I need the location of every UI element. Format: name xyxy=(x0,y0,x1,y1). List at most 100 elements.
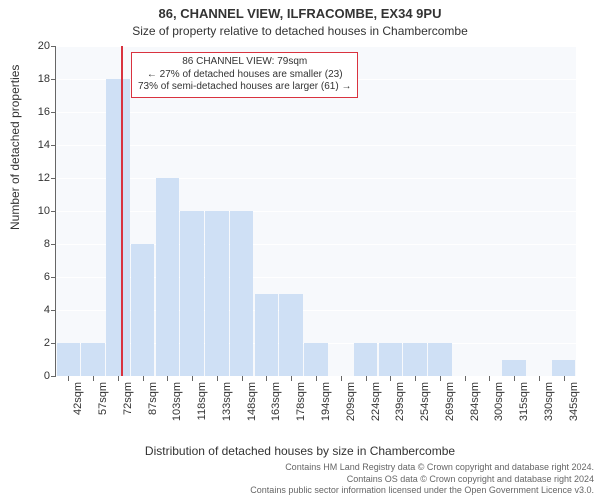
ytick-label: 2 xyxy=(44,337,50,349)
histogram-bar xyxy=(57,343,81,376)
y-axis-label: Number of detached properties xyxy=(8,65,22,230)
xtick-mark xyxy=(291,376,292,381)
plot-area: 0246810121416182042sqm57sqm72sqm87sqm103… xyxy=(55,46,576,377)
ytick-mark xyxy=(51,112,56,113)
ytick-mark xyxy=(51,244,56,245)
xtick-mark xyxy=(192,376,193,381)
xtick-label: 284sqm xyxy=(469,382,481,421)
histogram-bar xyxy=(304,343,328,376)
histogram-bar xyxy=(255,294,279,377)
histogram-bar xyxy=(502,360,526,377)
xtick-label: 42sqm xyxy=(72,382,84,415)
annotation-line: 73% of semi-detached houses are larger (… xyxy=(138,81,351,94)
ytick-label: 16 xyxy=(38,106,50,118)
footer-line: Contains OS data © Crown copyright and d… xyxy=(250,474,594,485)
xtick-mark xyxy=(514,376,515,381)
gridline xyxy=(56,178,576,179)
histogram-bar xyxy=(354,343,378,376)
xtick-mark xyxy=(489,376,490,381)
xtick-label: 148sqm xyxy=(246,382,258,421)
ytick-mark xyxy=(51,178,56,179)
histogram-bar xyxy=(552,360,576,377)
xtick-mark xyxy=(266,376,267,381)
chart-subtitle: Size of property relative to detached ho… xyxy=(0,24,600,38)
xtick-mark xyxy=(143,376,144,381)
xtick-label: 118sqm xyxy=(196,382,208,420)
xtick-label: 315sqm xyxy=(518,382,530,421)
xtick-mark xyxy=(465,376,466,381)
histogram-bar xyxy=(81,343,105,376)
xtick-label: 224sqm xyxy=(370,382,382,421)
histogram-bar xyxy=(205,211,229,376)
ytick-mark xyxy=(51,46,56,47)
xtick-mark xyxy=(390,376,391,381)
xtick-label: 72sqm xyxy=(122,382,134,415)
xtick-mark xyxy=(242,376,243,381)
xtick-label: 254sqm xyxy=(419,382,431,421)
xtick-label: 163sqm xyxy=(270,382,282,421)
ytick-label: 8 xyxy=(44,238,50,250)
ytick-mark xyxy=(51,343,56,344)
chart-title: 86, CHANNEL VIEW, ILFRACOMBE, EX34 9PU xyxy=(0,6,600,21)
xtick-mark xyxy=(564,376,565,381)
xtick-label: 103sqm xyxy=(171,382,183,421)
chart-container: 86, CHANNEL VIEW, ILFRACOMBE, EX34 9PU S… xyxy=(0,0,600,500)
gridline xyxy=(56,211,576,212)
xtick-label: 133sqm xyxy=(221,382,233,421)
xtick-mark xyxy=(93,376,94,381)
xtick-label: 269sqm xyxy=(444,382,456,421)
xtick-label: 178sqm xyxy=(295,382,307,421)
ytick-mark xyxy=(51,145,56,146)
xtick-label: 300sqm xyxy=(493,382,505,421)
histogram-bar xyxy=(279,294,303,377)
xtick-mark xyxy=(415,376,416,381)
ytick-mark xyxy=(51,211,56,212)
histogram-bar xyxy=(156,178,180,376)
xtick-mark xyxy=(316,376,317,381)
xtick-mark xyxy=(118,376,119,381)
xtick-label: 345sqm xyxy=(568,382,580,421)
xtick-mark xyxy=(440,376,441,381)
annotation-line: ← 27% of detached houses are smaller (23… xyxy=(138,69,351,82)
xtick-label: 87sqm xyxy=(147,382,159,415)
gridline xyxy=(56,145,576,146)
xtick-mark xyxy=(341,376,342,381)
histogram-bar xyxy=(379,343,403,376)
ytick-label: 18 xyxy=(38,73,50,85)
xtick-label: 57sqm xyxy=(97,382,109,415)
footer-line: Contains public sector information licen… xyxy=(250,485,594,496)
histogram-bar xyxy=(428,343,452,376)
gridline xyxy=(56,46,576,47)
annotation-line: 86 CHANNEL VIEW: 79sqm xyxy=(138,56,351,69)
marker-annotation: 86 CHANNEL VIEW: 79sqm← 27% of detached … xyxy=(131,52,358,98)
xtick-mark xyxy=(217,376,218,381)
ytick-label: 14 xyxy=(38,139,50,151)
histogram-bar xyxy=(106,79,130,376)
histogram-bar xyxy=(403,343,427,376)
ytick-label: 6 xyxy=(44,271,50,283)
ytick-mark xyxy=(51,310,56,311)
ytick-mark xyxy=(51,376,56,377)
xtick-mark xyxy=(539,376,540,381)
xtick-label: 194sqm xyxy=(320,382,332,421)
ytick-label: 10 xyxy=(38,205,50,217)
xtick-mark xyxy=(68,376,69,381)
x-axis-label: Distribution of detached houses by size … xyxy=(0,444,600,458)
reference-marker-line xyxy=(121,46,123,376)
footer-line: Contains HM Land Registry data © Crown c… xyxy=(250,462,594,473)
ytick-mark xyxy=(51,79,56,80)
footer-attribution: Contains HM Land Registry data © Crown c… xyxy=(250,462,594,496)
ytick-label: 0 xyxy=(44,370,50,382)
xtick-mark xyxy=(366,376,367,381)
gridline xyxy=(56,112,576,113)
xtick-label: 330sqm xyxy=(543,382,555,421)
xtick-mark xyxy=(167,376,168,381)
histogram-bar xyxy=(230,211,254,376)
ytick-label: 12 xyxy=(38,172,50,184)
xtick-label: 209sqm xyxy=(345,382,357,421)
ytick-label: 20 xyxy=(38,40,50,52)
ytick-mark xyxy=(51,277,56,278)
histogram-bar xyxy=(180,211,204,376)
histogram-bar xyxy=(131,244,155,376)
xtick-label: 239sqm xyxy=(394,382,406,421)
